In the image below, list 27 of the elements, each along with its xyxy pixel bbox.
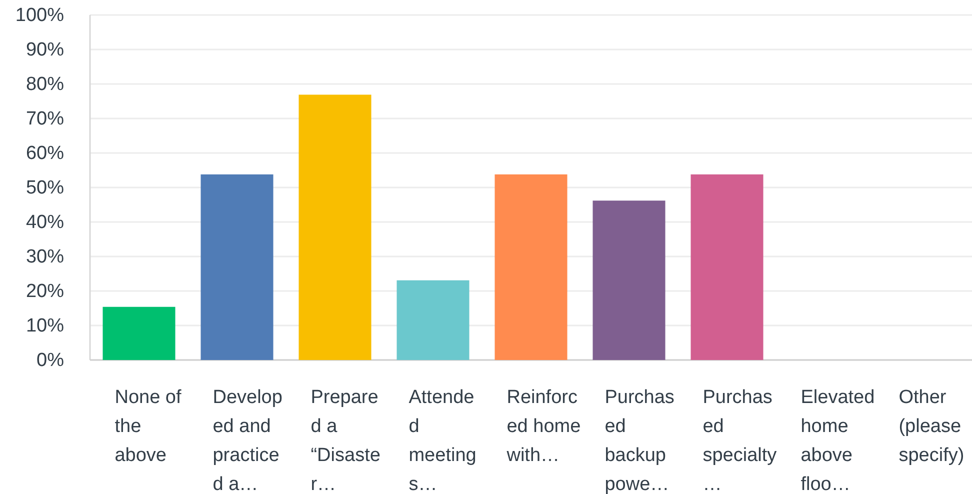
x-tick-label: Reinforced home with… [506, 387, 581, 466]
x-tick-label: Elevated home above floo… [800, 387, 875, 494]
y-tick-label: 0% [36, 350, 64, 372]
y-tick-label: 50% [26, 178, 64, 199]
bar [690, 174, 764, 360]
y-tick-label: 90% [26, 40, 64, 61]
y-tick-label: 70% [26, 108, 64, 130]
x-tick-label: Attended meetings… [408, 387, 476, 494]
y-tick-label: 80% [26, 74, 64, 96]
bar [298, 94, 372, 360]
y-tick-label: 60% [26, 143, 64, 164]
x-tick-label: Developed and practiced a… [212, 387, 282, 494]
bar [200, 174, 274, 360]
y-tick-label: 100% [15, 5, 64, 26]
y-tick-label: 20% [26, 281, 64, 302]
bar [396, 280, 470, 360]
y-tick-label: 40% [26, 212, 64, 234]
x-tick-label: Other (please specify) [898, 387, 964, 466]
bar [102, 306, 176, 360]
y-tick-label: 30% [26, 246, 64, 268]
bar [494, 174, 568, 360]
x-tick-label: Prepared a “Disaster… [310, 387, 380, 494]
y-tick-label: 10% [26, 316, 64, 337]
bar [592, 200, 666, 360]
x-tick-label: None of the above [114, 387, 182, 466]
x-tick-label: Purchased specialty… [702, 387, 778, 494]
x-tick-label: Purchased backup powe… [604, 387, 674, 494]
